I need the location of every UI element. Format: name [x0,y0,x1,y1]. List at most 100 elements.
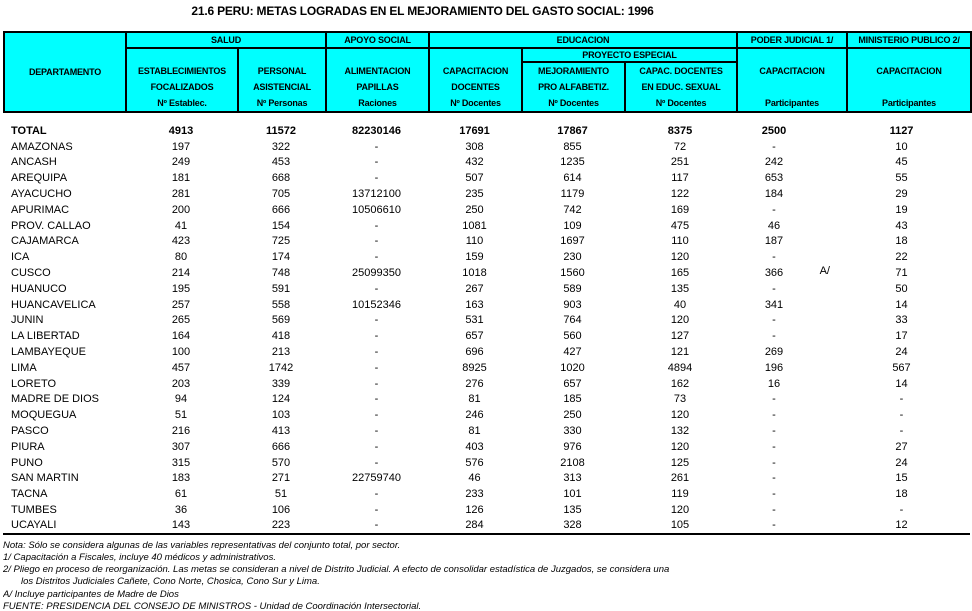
header-unit-label: Raciones [358,98,397,108]
value-cell: 159 [428,249,521,265]
value-text: 271 [271,472,291,485]
header-line: ESTABLECIMIENTOS [138,66,226,76]
table-row: LIMA 457 1742 - 8925 1020 4894 196 567 [3,360,970,376]
value-text: 589 [563,282,582,295]
table-row: ICA 80 174 - 159 230 120 - 22 [3,249,970,265]
value-text: 2108 [560,456,585,469]
value-text: 14 [895,377,908,390]
value-cell: 569 [237,313,325,329]
value-cell: 576 [428,455,521,471]
value-text: - [374,440,379,453]
value-cell: 46 [428,471,521,487]
value-text: 315 [171,456,191,469]
header-unit-label: Nº Docentes [450,98,501,108]
value-text: 249 [171,156,191,169]
value-text: 24 [895,346,908,359]
value-cell: 1081 [428,218,521,234]
value-cell: 4894 [624,360,736,376]
value-text: 242 [764,156,784,169]
value-text: 187 [764,235,784,248]
value-cell: - [325,455,428,471]
value-text: 81 [468,393,481,406]
value-text: 164 [171,330,191,343]
value-cell: - [736,313,846,329]
value-text: 668 [271,172,291,185]
department-cell: AMAZONAS [11,140,73,153]
value-cell: 8375 [624,123,736,139]
value-cell: 315 [125,455,237,471]
value-cell: 284 [428,518,521,534]
value-text: 29 [895,188,908,201]
value-cell: 271 [237,471,325,487]
value-cell: 135 [624,281,736,297]
value-text: - [772,282,776,295]
value-text: 235 [465,188,484,201]
value-cell: 17691 [428,123,521,139]
value-cell: 29 [846,186,970,202]
header-line: DOCENTES [451,82,500,92]
department-cell: MADRE DE DIOS [11,393,100,406]
value-text: 106 [271,504,291,517]
value-cell: 106 [237,502,325,518]
value-text: 109 [563,219,582,232]
value-text: - [772,251,776,264]
value-cell: 666 [237,439,325,455]
value-cell: - [736,518,846,534]
table-row: ANCASH 249 453 - 432 1235 251 242 45 [3,155,970,171]
value-cell: 17 [846,328,970,344]
value-text: 25099350 [352,267,401,280]
value-text: 101 [563,488,582,501]
table-row: SAN MARTIN 183 271 22759740 46 313 261 - 15 [3,471,970,487]
value-text: 120 [670,440,690,453]
value-cell: - [325,170,428,186]
value-cell: 165 [624,265,736,281]
value-cell: 1697 [521,234,624,250]
note-line: 1/ Capacitación a Fiscales, incluye 40 m… [3,551,276,563]
value-cell: - [325,486,428,502]
value-text: 17 [895,330,908,343]
value-text: 117 [671,172,689,185]
value-text: 1560 [560,267,585,280]
value-cell: - [736,407,846,423]
value-text: 10152346 [352,298,401,311]
value-text: - [374,519,379,532]
table-row: MADRE DE DIOS 94 124 - 81 185 73 - - [3,392,970,408]
value-cell: 169 [624,202,736,218]
value-cell: 71 [846,265,970,281]
value-text: 120 [670,409,690,422]
value-text: 120 [670,251,690,264]
value-text: 124 [271,393,291,406]
value-cell: 11572 [237,123,325,139]
value-cell: 1127 [846,123,970,139]
value-text: 82230146 [352,124,401,137]
value-cell: 250 [428,202,521,218]
header-line [849,79,969,95]
value-cell: 216 [125,423,237,439]
value-text: 14 [895,298,908,311]
department-cell: JUNIN [11,314,44,327]
value-text: - [374,425,379,438]
value-cell: 124 [237,392,325,408]
value-text: 281 [171,188,191,201]
value-text: 17691 [459,124,490,137]
value-cell: 269 [736,344,846,360]
value-text: - [374,172,379,185]
value-cell: 250 [521,407,624,423]
value-text: - [772,519,776,532]
department-cell: PASCO [11,425,49,438]
value-text: 558 [271,298,291,311]
value-text: 418 [271,330,291,343]
value-text: 507 [465,172,484,185]
value-text: - [772,314,776,327]
value-text: 46 [468,472,481,485]
value-cell: 164 [125,328,237,344]
value-text: 216 [171,425,191,438]
department-cell: MOQUEGUA [11,409,77,422]
value-text: 127 [670,330,690,343]
value-cell: 195 [125,281,237,297]
value-cell: 19 [846,202,970,218]
value-text: 46 [767,219,781,232]
value-cell: 183 [125,471,237,487]
value-cell: 109 [521,218,624,234]
value-text: 666 [271,203,291,216]
